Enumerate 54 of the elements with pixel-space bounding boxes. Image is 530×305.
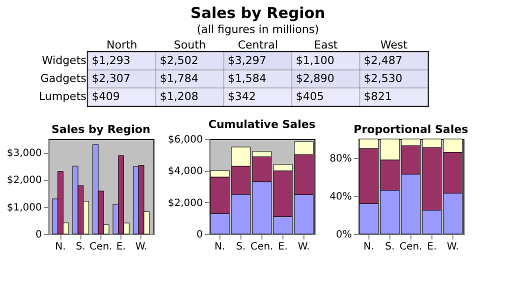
data-label: $2,530 [364, 72, 402, 85]
y-tick-label: 80% [330, 154, 352, 164]
data-label: $1,208 [160, 90, 198, 103]
x-tick-label: N. [55, 242, 66, 252]
data-label: $405 [296, 90, 324, 103]
x-tick-label: Cen. [400, 242, 422, 252]
chart-title: Sales by Region [190, 4, 326, 22]
y-tick-label: $6,000 [168, 134, 203, 146]
x-tick-label: N. [214, 242, 226, 252]
x-tick-label: Central [238, 38, 278, 52]
chart-title: Sales by Region [51, 123, 150, 136]
x-tick-label: S. [385, 242, 395, 252]
data-label: $409 [92, 90, 120, 103]
x-tick-label: South [174, 38, 206, 52]
chart-title: Proportional Sales [354, 122, 469, 136]
data-label: $2,487 [364, 54, 402, 67]
x-tick-label: N. [364, 242, 374, 252]
x-tick-label: E. [427, 242, 437, 252]
x-tick-label: W. [135, 242, 148, 252]
y-tick-label: Widgets [42, 54, 87, 67]
y-tick-label: Gadgets [40, 72, 87, 85]
y-tick-label: $2,000 [168, 198, 203, 209]
data-label: $2,890 [296, 72, 334, 85]
x-tick-label: S. [76, 242, 86, 252]
x-tick-label: E. [116, 242, 126, 252]
x-tick-label: E. [278, 242, 288, 252]
x-tick-label: Cen. [90, 242, 112, 252]
y-tick-label: Lumpets [38, 90, 87, 103]
data-label: $2,307 [92, 72, 130, 85]
y-tick-label: $1,000 [6, 202, 42, 214]
chart-title: Cumulative Sales [208, 118, 316, 131]
data-label: $821 [364, 90, 392, 103]
x-tick-label: East [314, 38, 338, 52]
data-label: $2,502 [160, 54, 198, 67]
y-tick-label: $3,000 [6, 148, 42, 160]
y-tick-label: 0 [196, 230, 203, 240]
x-tick-label: W. [298, 242, 310, 252]
x-tick-label: North [106, 38, 138, 52]
data-label: $1,584 [228, 72, 266, 85]
y-tick-label: $2,000 [6, 175, 42, 186]
x-tick-label: S. [236, 242, 246, 252]
data-label: $1,100 [296, 54, 334, 67]
y-tick-label: 40% [330, 192, 352, 202]
data-label: $1,784 [160, 72, 198, 85]
y-tick-label: 0 [36, 230, 42, 240]
chart-subtitle: (all figures in millions) [196, 23, 319, 36]
data-label: $1,293 [92, 54, 130, 67]
x-tick-label: West [380, 38, 408, 52]
data-label: $3,297 [228, 54, 266, 67]
y-tick-label: 0% [336, 230, 352, 240]
x-tick-label: W. [446, 242, 459, 252]
y-tick-label: $4,000 [168, 166, 203, 178]
data-label: $342 [228, 90, 256, 103]
x-tick-label: Cen. [250, 242, 274, 252]
